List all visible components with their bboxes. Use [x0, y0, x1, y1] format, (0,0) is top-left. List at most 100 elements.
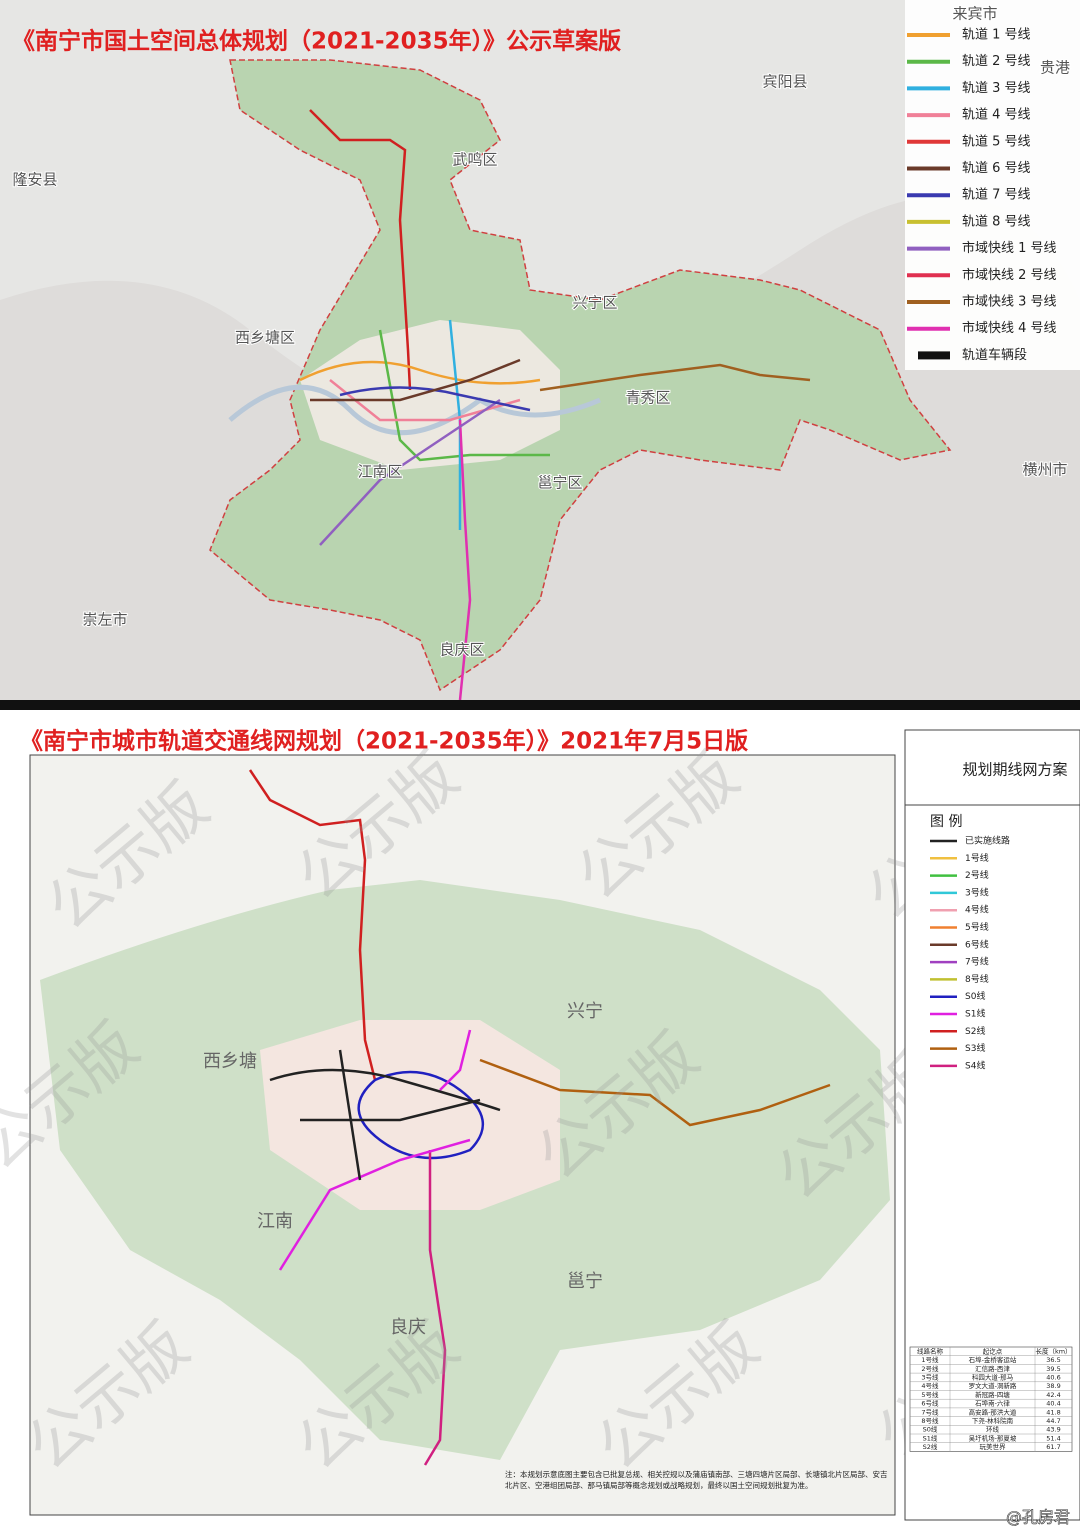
legend-label: 2号线 — [965, 869, 989, 881]
table-cell: 5号线 — [921, 1390, 939, 1399]
table-cell: 吴圩机场-那夏坡 — [969, 1433, 1017, 1442]
place-label: 邕宁区 — [537, 474, 582, 492]
bottom-urban — [260, 1020, 560, 1210]
legend-label: 轨道 5 号线 — [962, 134, 1031, 149]
legend-swatch — [918, 351, 950, 360]
table-cell: 41.8 — [1046, 1408, 1060, 1416]
panel-title: 规划期线网方案 — [962, 761, 1067, 779]
table-cell: 40.6 — [1046, 1373, 1060, 1381]
legend-label: 轨道 6 号线 — [962, 161, 1031, 176]
legend-label: 7号线 — [965, 956, 989, 968]
table-cell: 科园大道-那马 — [972, 1372, 1013, 1381]
place-label: 江南 — [257, 1211, 293, 1232]
legend-label: 轨道车辆段 — [962, 347, 1027, 363]
table-cell: 8号线 — [921, 1416, 939, 1425]
table-cell: 1号线 — [921, 1355, 939, 1364]
table-cell: 38.9 — [1046, 1382, 1060, 1390]
legend-label: S2线 — [965, 1025, 985, 1037]
legend-label: S0线 — [965, 990, 985, 1002]
place-label: 崇左市 — [82, 611, 127, 629]
place-label: 兴宁区 — [572, 294, 617, 312]
legend-label: 3号线 — [965, 886, 989, 898]
legend-label: 1号线 — [965, 852, 989, 864]
separator — [0, 700, 1080, 710]
place-label: 江南区 — [357, 463, 402, 481]
place-label: 邕宁 — [567, 1271, 603, 1292]
place-label: 兴宁 — [567, 1001, 603, 1022]
table-cell: 39.5 — [1046, 1365, 1060, 1373]
table-cell: 36.5 — [1046, 1356, 1060, 1364]
table-cell: 玩美世界 — [980, 1442, 1007, 1451]
table-cell: 高安路-那洪大道 — [969, 1407, 1017, 1416]
table-cell: 石埠南-六律 — [975, 1399, 1010, 1408]
table-cell: 40.4 — [1046, 1400, 1060, 1408]
table-cell: 汇信路-西津 — [975, 1364, 1010, 1373]
table-cell: 罗文大道-洞新路 — [969, 1381, 1017, 1390]
river — [228, 384, 601, 436]
legend-label: S4线 — [965, 1059, 985, 1071]
legend-label: 轨道 4 号线 — [962, 108, 1031, 123]
top-routes — [299, 109, 811, 701]
place-label: 青秀区 — [625, 389, 670, 407]
bottom-title: 《南宁市城市轨道交通线网规划（2021-2035年）》2021年7月5日版 — [20, 728, 748, 755]
legend-label: S3线 — [965, 1042, 985, 1054]
table-cell: 石埠-金桥客运站 — [969, 1355, 1017, 1364]
table-cell: 线路名称 — [917, 1346, 944, 1355]
table-cell: 3号线 — [921, 1372, 939, 1381]
place-label: 西乡塘 — [203, 1051, 257, 1072]
legend-label: 6号线 — [965, 938, 989, 950]
place-label: 西乡塘区 — [235, 329, 295, 347]
place-label: 贵港 — [1040, 59, 1070, 77]
table-cell: 51.4 — [1046, 1434, 1060, 1442]
nanning-boundary — [209, 59, 952, 692]
table-cell: 6号线 — [921, 1399, 939, 1408]
legend-label: 轨道 1 号线 — [962, 28, 1031, 43]
table-cell: 44.7 — [1046, 1417, 1060, 1425]
legend-label: 5号线 — [965, 921, 989, 933]
table-cell: S2线 — [923, 1442, 938, 1451]
note-box: 注：本规划示意底图主要包含已批复总规、相关控规以及蒲庙镇南部、三塘四塘片区局部、… — [505, 1470, 888, 1490]
place-label: 隆安县 — [12, 171, 57, 189]
table-cell: S0线 — [923, 1425, 938, 1434]
table-cell: 43.9 — [1046, 1426, 1060, 1434]
legend-title: 图 例 — [930, 814, 962, 830]
table-cell: 7号线 — [921, 1407, 939, 1416]
bottom-routes — [248, 769, 831, 1466]
legend-label: 市域快线 3 号线 — [962, 294, 1057, 310]
table-cell: S1线 — [923, 1433, 938, 1442]
place-label: 来宾市 — [952, 5, 997, 23]
legend-label: 4号线 — [965, 904, 989, 916]
top-title: 《南宁市国土空间总体规划（2021-2035年）》公示草案版 — [12, 28, 621, 55]
legend-label: 轨道 2 号线 — [962, 54, 1031, 69]
legend-label: 市域快线 1 号线 — [962, 240, 1057, 256]
line-table: 线路名称 起讫点 长度（km） 1号线 石埠-金桥客运站 36.5 2号线 汇信路-西津 39.… — [909, 1346, 1073, 1452]
bottom-legend: 已实施线路 1号线 2号线 3号线 4号线 5号线 6号线 7号线 8号线 S0线 S1线 S2线 S3… — [930, 835, 1010, 1071]
note: 注：本规划示意底图主要包含已批复总规、相关控规以及蒲庙镇南部、三塘四塘片区局部、… — [505, 1470, 888, 1490]
legend-label: 轨道 7 号线 — [962, 188, 1031, 203]
table-cell: 起讫点 — [983, 1346, 1003, 1355]
place-label: 武鸣区 — [452, 151, 497, 169]
table-cell: 新冠路-四塘 — [975, 1390, 1010, 1399]
legend-label: 已实施线路 — [965, 835, 1010, 847]
place-label: 良庆 — [390, 1317, 426, 1338]
place-label: 良庆区 — [439, 641, 484, 659]
place-label: 宾阳县 — [762, 73, 807, 91]
legend-label: 8号线 — [965, 973, 989, 985]
urban-area — [300, 320, 560, 470]
table-cell: 2号线 — [921, 1364, 939, 1373]
table-cell: 61.7 — [1046, 1443, 1060, 1451]
legend-label: 轨道 8 号线 — [962, 214, 1031, 229]
table-cell: 42.4 — [1046, 1391, 1060, 1399]
legend-label: 市域快线 2 号线 — [962, 267, 1057, 283]
table-cell: 环线 — [986, 1425, 1000, 1434]
legend-label: S1线 — [965, 1008, 985, 1020]
table-cell: 下尧-林科院南 — [972, 1416, 1014, 1425]
legend-label: 轨道 3 号线 — [962, 81, 1031, 96]
legend-label: 市域快线 4 号线 — [962, 320, 1057, 336]
table-cell: 长度（km） — [1035, 1346, 1071, 1355]
place-label: 横州市 — [1022, 461, 1067, 479]
